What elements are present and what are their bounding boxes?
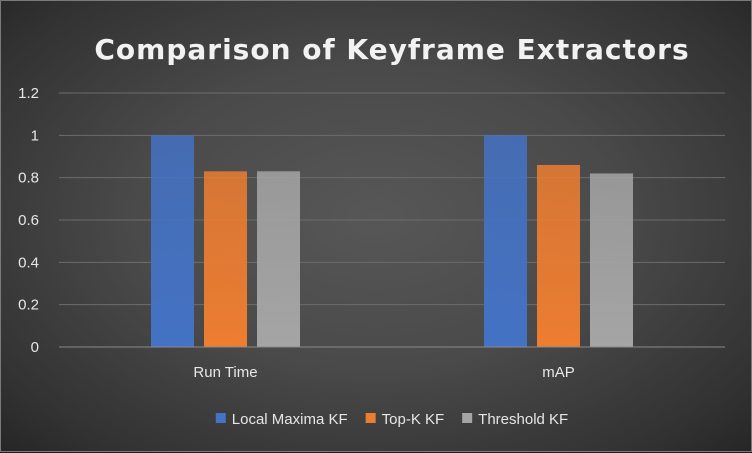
y-axis-ticks: 0 0.2 0.4 0.6 0.8 1 1.2 [18, 85, 39, 356]
legend-swatch [462, 413, 473, 423]
legend-label: Local Maxima KF [232, 411, 348, 428]
legend-label: Threshold KF [478, 411, 568, 428]
bars [151, 135, 633, 347]
bar-threshold-kf-map [590, 173, 633, 347]
legend-item: Local Maxima KF [215, 411, 348, 428]
y-tick-label: 0.6 [18, 212, 39, 229]
y-tick-label: 0.4 [18, 254, 39, 271]
bar-local-maxima-kf-run-time [151, 135, 194, 347]
legend-swatch [365, 413, 376, 423]
y-tick-label: 0.2 [18, 297, 39, 314]
bar-threshold-kf-run-time [257, 171, 300, 347]
bar-local-maxima-kf-map [484, 135, 527, 347]
bar-top-k-kf-run-time [204, 171, 247, 347]
legend-label: Top-K KF [382, 411, 445, 428]
legend-swatch [215, 413, 226, 423]
x-axis-categories: Run Time mAP [193, 364, 574, 381]
y-tick-label: 1.2 [18, 85, 39, 102]
x-category-label: Run Time [193, 364, 257, 381]
legend: Local Maxima KF Top-K KF Threshold KF [215, 411, 568, 428]
legend-item: Top-K KF [365, 411, 445, 428]
x-category-label: mAP [542, 364, 575, 381]
y-tick-label: 0.8 [18, 170, 39, 187]
bar-top-k-kf-map [537, 164, 580, 347]
legend-item: Threshold KF [462, 411, 568, 428]
y-tick-label: 0 [31, 339, 39, 356]
chart-title: Comparison of Keyframe Extractors [94, 33, 689, 66]
y-tick-label: 1 [31, 127, 39, 144]
